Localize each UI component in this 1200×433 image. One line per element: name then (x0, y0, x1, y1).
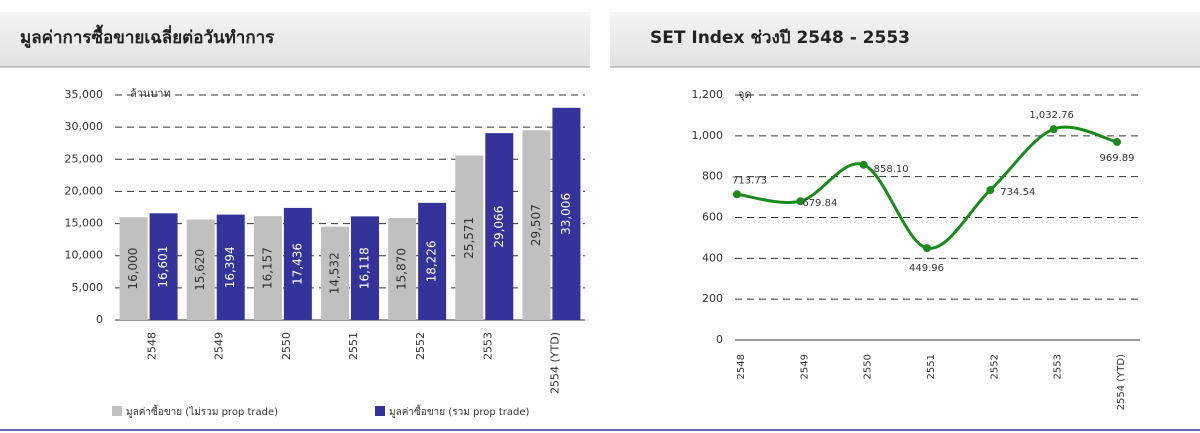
y-axis-label: จุด (738, 88, 752, 101)
x-tick-label: 2551 (347, 332, 360, 360)
line (736, 125, 1118, 250)
bar (388, 217, 417, 320)
bar (455, 155, 484, 320)
y-tick-label: 10,000 (65, 249, 104, 262)
point-value-label: 449.96 (909, 263, 944, 274)
x-tick-label: 2548 (146, 332, 159, 360)
x-tick-label: 2549 (213, 332, 226, 360)
header-band (610, 12, 1200, 67)
y-tick-label: 30,000 (65, 120, 104, 133)
y-tick-label: 0 (96, 313, 103, 326)
bar-value-label: 16,601 (156, 246, 170, 288)
x-tick-label: 2553 (1053, 354, 1064, 379)
bar-value-label: 16,118 (358, 247, 372, 289)
bar (552, 107, 581, 320)
bar (119, 217, 148, 320)
y-tick-label: 1,200 (692, 88, 724, 101)
bar-value-label: 25,571 (462, 217, 476, 259)
legend-label: มูลค่าซื้อขาย (รวม prop trade) (389, 404, 530, 418)
bar (283, 207, 312, 320)
bar (216, 214, 245, 320)
x-tick-label: 2554 (YTD) (1116, 354, 1127, 410)
y-tick-label: 400 (702, 251, 723, 264)
x-tick-label: 2553 (481, 332, 494, 360)
point-value-label: 679.84 (802, 198, 837, 209)
legend-label: มูลค่าซื้อขาย (ไม่รวม prop trade) (126, 404, 278, 418)
bar (321, 226, 349, 320)
bar-value-label: 29,066 (492, 206, 506, 248)
bar (351, 216, 379, 320)
point-value-label: 734.54 (1000, 187, 1035, 198)
point-value-label: 858.10 (874, 164, 909, 175)
y-axis-label: ล้านบาท (130, 87, 171, 100)
x-tick-label: 2550 (280, 332, 293, 360)
bar-value-label: 15,870 (395, 248, 409, 290)
x-tick-label: 2549 (799, 354, 810, 379)
bar-value-label: 33,006 (559, 193, 573, 235)
y-tick-label: 600 (702, 211, 723, 224)
bar-value-label: 29,507 (529, 204, 543, 246)
bar-value-label: 16,394 (223, 246, 237, 288)
y-tick-label: 800 (702, 170, 723, 183)
bar-value-label: 16,157 (260, 247, 274, 289)
bar-value-label: 18,226 (425, 240, 439, 282)
bar (485, 133, 514, 320)
y-tick-label: 25,000 (65, 152, 104, 165)
x-tick-label: 2551 (926, 354, 937, 379)
y-tick-label: 35,000 (65, 88, 104, 101)
bar (418, 202, 447, 320)
point (986, 186, 995, 195)
chart-title: มูลค่าการซื้อขายเฉลี่ยต่อวันทำการ (20, 24, 275, 49)
bar-value-label: 14,532 (328, 252, 342, 294)
header-band (0, 12, 590, 67)
bar (253, 216, 282, 320)
y-tick-label: 5,000 (72, 281, 104, 294)
point-value-label: 1,032.76 (1029, 110, 1074, 121)
y-tick-label: 1,000 (692, 129, 724, 142)
y-tick-label: 0 (716, 333, 723, 346)
chart-title: SET Index ช่วงปี 2548 - 2553 (650, 27, 910, 48)
x-tick-label: 2550 (863, 354, 874, 379)
bar-value-label: 16,000 (126, 248, 140, 290)
y-tick-label: 200 (702, 292, 723, 305)
bar (186, 219, 215, 320)
y-tick-label: 15,000 (65, 217, 104, 230)
x-tick-label: 2548 (736, 354, 747, 379)
bar-value-label: 17,436 (290, 243, 304, 285)
point (1049, 125, 1058, 134)
point-value-label: 969.89 (1100, 153, 1135, 164)
point-value-label: 713.73 (732, 175, 767, 186)
point (733, 190, 741, 199)
bar (522, 130, 551, 320)
bar (149, 213, 178, 320)
point (796, 197, 805, 206)
legend-swatch (375, 406, 385, 416)
point (923, 244, 931, 253)
point (1113, 137, 1121, 146)
bar-value-label: 15,620 (193, 249, 207, 291)
x-tick-label: 2552 (989, 354, 1000, 379)
x-tick-label: 2552 (414, 332, 427, 360)
x-tick-label: 2554 (YTD) (548, 332, 561, 394)
legend-swatch (112, 406, 122, 416)
point (859, 160, 868, 169)
y-tick-label: 20,000 (65, 184, 104, 197)
